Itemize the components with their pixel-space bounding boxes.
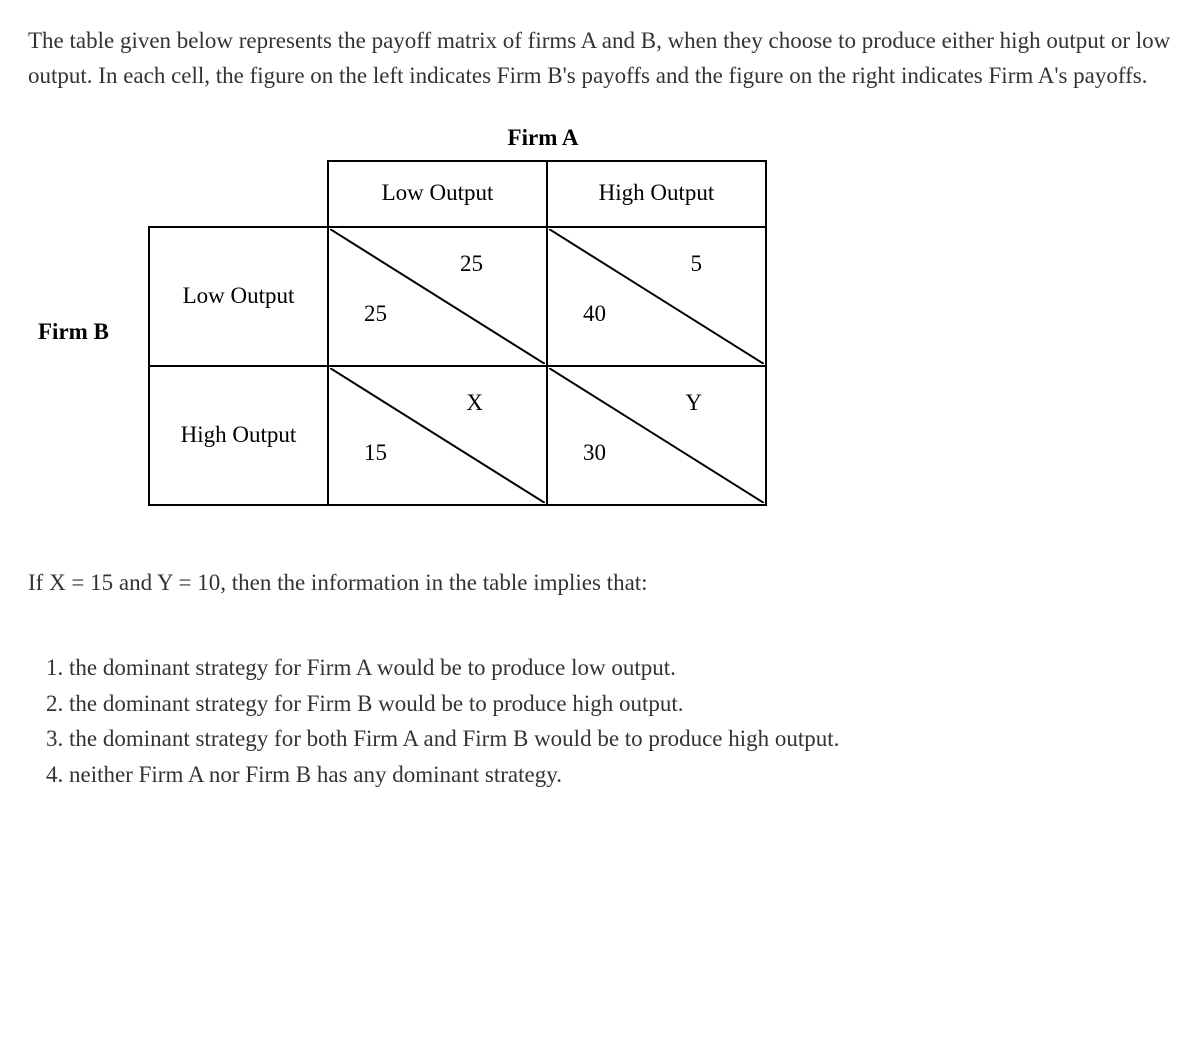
condition-text: If X = 15 and Y = 10, then the informati… <box>28 566 1172 601</box>
row-header-high: High Output <box>149 366 328 505</box>
payoff-a: X <box>466 386 483 421</box>
firm-a-heading: Firm A <box>328 121 758 156</box>
payoff-b: 30 <box>583 436 606 471</box>
col-header-low: Low Output <box>328 161 547 227</box>
cell-high-high: Y 30 <box>549 368 764 503</box>
row-header-low: Low Output <box>149 227 328 366</box>
cell-low-high: 5 40 <box>549 229 764 364</box>
payoff-matrix: Firm A Firm B Low Output High Output Low… <box>38 121 1172 506</box>
cell-low-low: 25 25 <box>330 229 545 364</box>
payoff-table: Low Output High Output Low Output 25 25 … <box>148 160 767 506</box>
option-3: 3. the dominant strategy for both Firm A… <box>46 721 1172 757</box>
cell-high-low: X 15 <box>330 368 545 503</box>
option-4: 4. neither Firm A nor Firm B has any dom… <box>46 757 1172 793</box>
firm-b-heading: Firm B <box>38 315 148 350</box>
option-2: 2. the dominant strategy for Firm B woul… <box>46 686 1172 722</box>
payoff-b: 40 <box>583 297 606 332</box>
payoff-a: 25 <box>460 247 483 282</box>
intro-text: The table given below represents the pay… <box>28 24 1172 93</box>
payoff-a: 5 <box>691 247 703 282</box>
payoff-b: 15 <box>364 436 387 471</box>
option-1: 1. the dominant strategy for Firm A woul… <box>46 650 1172 686</box>
col-header-high: High Output <box>547 161 766 227</box>
options-list: 1. the dominant strategy for Firm A woul… <box>46 650 1172 793</box>
payoff-b: 25 <box>364 297 387 332</box>
payoff-a: Y <box>685 386 702 421</box>
